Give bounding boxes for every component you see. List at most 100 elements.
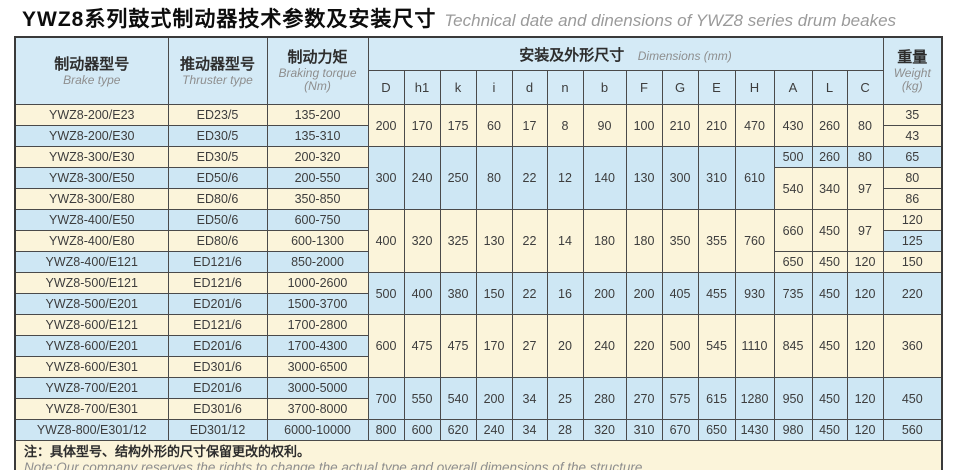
dim-cell-k: 540 — [439, 377, 477, 420]
dim-col-header-n: n — [546, 70, 584, 105]
weight-cell: 43 — [882, 125, 943, 147]
dim-cell-H: 1110 — [734, 314, 775, 378]
dim-col-header-F: F — [625, 70, 663, 105]
table-row: YWZ8-400/E50 ED50/6 600-750 400 320 325 … — [14, 209, 943, 273]
weight-label-zh: 重量 — [897, 49, 928, 66]
dim-col-header-C: C — [846, 70, 884, 105]
dim-cell-n: 25 — [546, 377, 584, 420]
dim-cell-H: 610 — [734, 146, 775, 210]
dimensions-label-en: Dimensions (mm) — [637, 48, 732, 63]
dim-cell-L: 450 — [811, 209, 848, 252]
dim-cell-b: 240 — [582, 314, 627, 378]
table-row: YWZ8-600/E201 ED201/6 1700-4300 — [14, 335, 942, 357]
dim-cell-H: 760 — [734, 209, 775, 273]
dim-cell-D: 300 — [367, 146, 405, 210]
header-row-2: D h1 k i d n b F G E H A L C — [15, 70, 942, 105]
thruster-cell: ED121/6 — [167, 314, 268, 336]
torque-cell: 600-1300 — [266, 230, 369, 252]
dim-cell-i: 150 — [475, 272, 513, 315]
dim-cell-C: 120 — [846, 314, 884, 378]
dim-cell-h1: 475 — [403, 314, 441, 378]
note-row: 注：具体型号、结构外形的尺寸保留更改的权利。 Note:Our company … — [14, 440, 943, 470]
table-row: YWZ8-400/E121 ED121/6 850-2000 650 450 1… — [14, 251, 943, 273]
dim-cell-L: 260 — [811, 146, 848, 168]
weight-cell: 65 — [882, 146, 943, 168]
dim-cell-C: 80 — [846, 146, 884, 168]
thruster-cell: ED30/5 — [167, 146, 268, 168]
torque-label-zh: 制动力矩 — [287, 49, 348, 66]
dim-cell-b: 200 — [582, 272, 627, 315]
dim-cell-H: 930 — [734, 272, 775, 315]
table-row: YWZ8-300/E30 ED30/5 200-320 300 240 250 … — [14, 146, 943, 210]
dim-cell-n: 14 — [546, 209, 584, 273]
dim-cell-h1: 240 — [403, 146, 441, 210]
weight-cell: 560 — [882, 419, 943, 441]
dim-cell-b: 180 — [582, 209, 627, 273]
brake-type-cell: YWZ8-300/E30 — [14, 146, 169, 168]
thruster-cell: ED50/6 — [167, 167, 268, 189]
table-row: YWZ8-500/E201 ED201/6 1500-3700 — [14, 293, 942, 315]
table-row: YWZ8-200/E30 ED30/5 135-310 43 — [14, 125, 943, 147]
brake-type-cell: YWZ8-400/E50 — [14, 209, 169, 231]
dim-cell-C: 80 — [846, 104, 884, 147]
dim-cell-E: 355 — [697, 209, 736, 273]
title-chinese: YWZ8系列鼓式制动器技术参数及安装尺寸 — [22, 8, 437, 31]
torque-cell: 3000-5000 — [266, 377, 369, 399]
dim-cell-C: 97 — [846, 209, 884, 252]
dim-cell-H: 1280 — [734, 377, 775, 420]
torque-cell: 200-320 — [266, 146, 369, 168]
brake-type-cell: YWZ8-500/E201 — [14, 293, 169, 315]
dim-col-header-G: G — [661, 70, 699, 105]
thruster-cell: ED201/6 — [167, 293, 268, 315]
note-text-en: Note:Our company reserves the rights to … — [24, 460, 647, 470]
dim-cell-i: 200 — [475, 377, 513, 420]
dim-cell-G: 670 — [661, 419, 699, 441]
weight-cell: 450 — [882, 377, 943, 420]
dim-cell-C: 120 — [846, 377, 884, 420]
dim-cell-E: 615 — [697, 377, 736, 420]
note-cell: 注：具体型号、结构外形的尺寸保留更改的权利。 Note:Our company … — [14, 440, 943, 470]
dim-cell-F: 100 — [625, 104, 663, 147]
torque-cell: 1700-2800 — [266, 314, 369, 336]
brake-type-cell: YWZ8-700/E201 — [14, 377, 169, 399]
brake-type-cell: YWZ8-400/E121 — [14, 251, 169, 273]
weight-cell: 360 — [882, 314, 943, 378]
dimensions-label-zh: 安装及外形尺寸 — [519, 46, 625, 64]
dim-cell-G: 405 — [661, 272, 699, 315]
col-header-brake-type: 制动器型号 Brake type — [14, 36, 169, 105]
dim-cell-b: 90 — [582, 104, 627, 147]
torque-cell: 1000-2600 — [266, 272, 369, 294]
table-row: YWZ8-600/E301 ED301/6 3000-6500 — [14, 356, 942, 378]
dim-cell-L: 450 — [811, 251, 848, 273]
dim-cell-b: 140 — [582, 146, 627, 210]
dim-cell-C: 120 — [846, 251, 884, 273]
dim-cell-d: 17 — [511, 104, 548, 147]
dim-cell-E: 210 — [697, 104, 736, 147]
dim-cell-G: 210 — [661, 104, 699, 147]
torque-cell: 135-310 — [266, 125, 369, 147]
brake-type-cell: YWZ8-200/E23 — [14, 104, 169, 126]
brake-type-cell: YWZ8-600/E301 — [14, 356, 169, 378]
brake-type-cell: YWZ8-200/E30 — [14, 125, 169, 147]
thruster-cell: ED301/6 — [167, 356, 268, 378]
torque-cell: 200-550 — [266, 167, 369, 189]
table-row: YWZ8-700/E201 ED201/6 3000-5000 700 550 … — [14, 377, 943, 420]
dim-cell-k: 380 — [439, 272, 477, 315]
torque-unit: (Nm) — [304, 79, 331, 93]
dim-cell-b: 280 — [582, 377, 627, 420]
dim-cell-D: 500 — [367, 272, 405, 315]
dim-cell-d: 22 — [511, 146, 548, 210]
dim-cell-i: 80 — [475, 146, 513, 210]
dim-cell-h1: 400 — [403, 272, 441, 315]
title-english: Technical date and dinensions of YWZ8 se… — [444, 11, 897, 30]
col-header-thruster-type: 推动器型号 Thruster type — [167, 36, 268, 105]
torque-cell: 1500-3700 — [266, 293, 369, 315]
thruster-cell: ED50/6 — [167, 209, 268, 231]
col-header-braking-torque: 制动力矩 Braking torque (Nm) — [266, 36, 369, 105]
col-header-dimensions: 安装及外形尺寸 Dimensions (mm) — [367, 36, 884, 71]
brake-type-label-en: Brake type — [63, 72, 121, 87]
weight-cell: 86 — [882, 188, 943, 210]
table-row: YWZ8-700/E301 ED301/6 3700-8000 — [14, 398, 942, 420]
weight-cell: 80 — [882, 167, 943, 189]
